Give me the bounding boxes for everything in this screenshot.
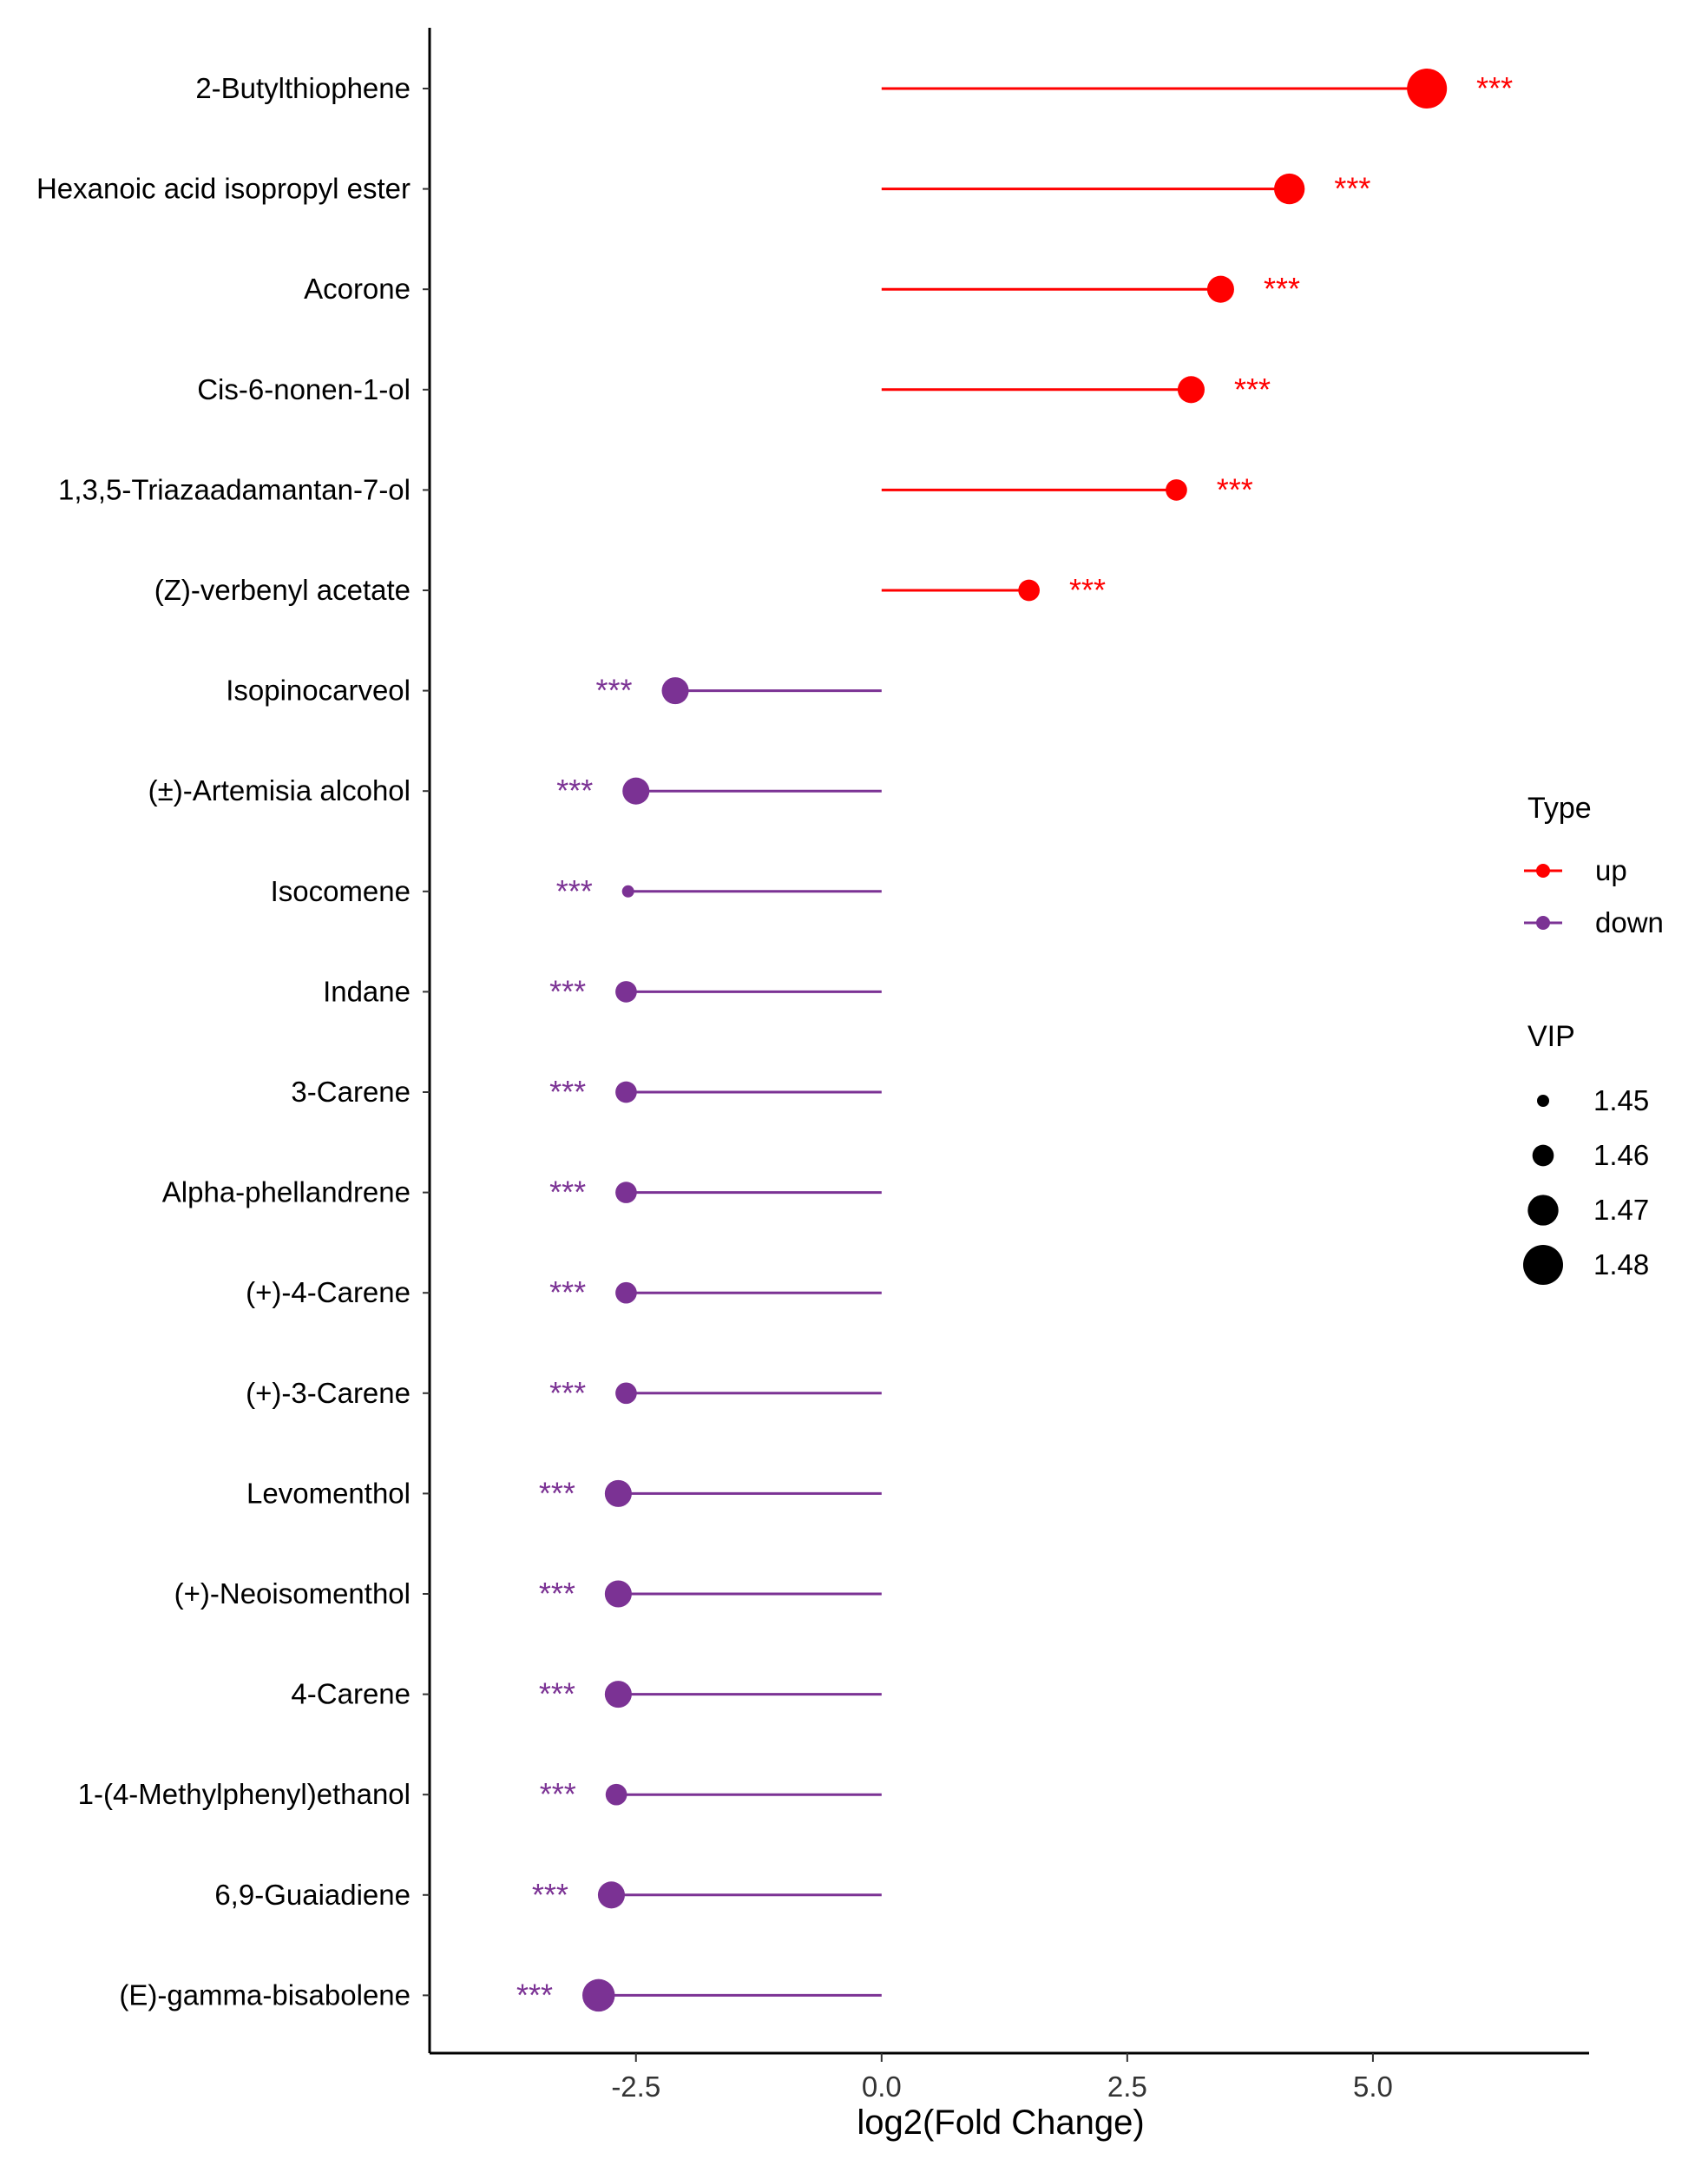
data-point (582, 1978, 615, 2012)
significance-label: *** (539, 1475, 575, 1511)
legend-vip-label: 1.48 (1593, 1248, 1649, 1281)
legend-type-label: down (1595, 906, 1664, 938)
y-tick-label: (+)-Neoisomenthol (174, 1577, 411, 1610)
legend-size-dot (1532, 1144, 1554, 1167)
y-tick-label: (+)-3-Carene (246, 1377, 411, 1409)
data-point (1166, 479, 1187, 501)
legend-size-dot (1527, 1195, 1559, 1226)
y-tick-label: Indane (323, 975, 411, 1007)
significance-label: *** (1217, 471, 1253, 507)
legend-size-dot (1523, 1245, 1563, 1285)
legend-vip-label: 1.46 (1593, 1139, 1649, 1171)
legend-type-title: Type (1527, 792, 1592, 825)
significance-label: *** (549, 973, 586, 1009)
y-tick-label: (Z)-verbenyl acetate (154, 574, 411, 606)
data-point (615, 1382, 637, 1405)
y-tick-label: 2-Butylthiophene (195, 72, 411, 104)
data-point (1206, 275, 1234, 303)
stems-layer (598, 87, 1428, 1997)
data-point (1274, 173, 1305, 205)
significance-label: *** (1264, 271, 1300, 306)
significance-label: *** (549, 1375, 586, 1411)
y-tick-label: Isopinocarveol (226, 675, 411, 707)
x-axis-title: log2(Fold Change) (857, 2103, 1144, 2142)
y-tick-label: 1-(4-Methylphenyl)ethanol (78, 1778, 411, 1810)
significance-label: *** (556, 773, 593, 808)
legend-vip-title: VIP (1527, 1020, 1575, 1053)
x-tick-label: 2.5 (1107, 2071, 1147, 2103)
significance-label: *** (549, 1175, 586, 1210)
labels-layer: 2-Butylthiophene *** Hexanoic acid isoprop… (36, 70, 1513, 2103)
significance-label: *** (539, 1576, 575, 1611)
data-point (604, 1479, 632, 1507)
legend-size-dot (1537, 1095, 1549, 1107)
data-point (615, 981, 637, 1003)
significance-label: *** (556, 873, 593, 909)
y-tick-label: (E)-gamma-bisabolene (119, 1978, 411, 2011)
y-tick-label: Alpha-phellandrene (162, 1176, 411, 1208)
y-tick-label: Levomenthol (246, 1477, 411, 1509)
data-point (604, 1580, 632, 1608)
x-tick-label: 0.0 (862, 2071, 902, 2103)
y-tick-label: Isocomene (271, 875, 411, 907)
axes (423, 28, 1589, 2062)
x-tick-label: -2.5 (611, 2071, 660, 2103)
x-tick-label: 5.0 (1353, 2071, 1393, 2103)
data-point (615, 1081, 637, 1103)
y-tick-label: (±)-Artemisia alcohol (148, 774, 411, 806)
significance-label: *** (1334, 171, 1370, 207)
data-point (605, 1783, 627, 1806)
data-point (615, 1281, 637, 1304)
legend-key-dot (1536, 916, 1550, 930)
data-point (1018, 579, 1040, 602)
y-tick-label: 4-Carene (291, 1678, 411, 1710)
legend-type: Type up down (1524, 792, 1664, 938)
y-tick-label: Acorone (304, 273, 411, 305)
y-tick-label: 1,3,5-Triazaadamantan-7-ol (58, 473, 411, 505)
significance-label: *** (1476, 70, 1513, 106)
significance-label: *** (596, 673, 633, 708)
significance-label: *** (1069, 572, 1106, 608)
data-point (1177, 376, 1205, 404)
marks-layer (582, 69, 1448, 2012)
significance-label: *** (540, 1776, 576, 1812)
y-tick-label: 6,9-Guaiadiene (214, 1879, 411, 1911)
significance-label: *** (549, 1074, 586, 1109)
legend-vip: VIP 1.45 1.46 1.47 1.48 (1523, 1020, 1649, 1285)
significance-label: *** (549, 1274, 586, 1310)
y-tick-label: Hexanoic acid isopropyl ester (36, 173, 411, 205)
data-point (661, 677, 689, 705)
data-point (604, 1681, 632, 1708)
data-point (1407, 69, 1448, 109)
significance-label: *** (516, 1977, 553, 2012)
data-point (597, 1881, 625, 1909)
data-point (615, 1182, 637, 1203)
significance-label: *** (532, 1877, 568, 1913)
y-tick-label: (+)-4-Carene (246, 1276, 411, 1308)
legend-vip-label: 1.47 (1593, 1194, 1649, 1226)
y-tick-label: Cis-6-nonen-1-ol (197, 373, 411, 405)
legend-vip-label: 1.45 (1593, 1084, 1649, 1116)
legend-type-label: up (1595, 854, 1627, 886)
legend-key-dot (1536, 864, 1550, 878)
data-point (621, 885, 634, 898)
significance-label: *** (1234, 372, 1271, 407)
y-tick-label: 3-Carene (291, 1076, 411, 1108)
significance-label: *** (539, 1676, 575, 1712)
data-point (622, 777, 650, 805)
